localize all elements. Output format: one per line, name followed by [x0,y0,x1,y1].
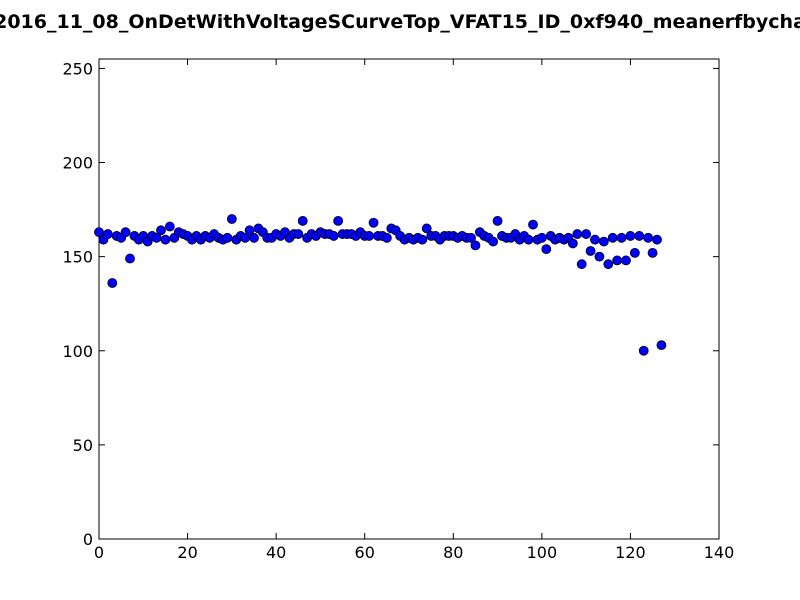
data-point [364,231,375,241]
x-tick-label: 120 [615,543,646,562]
data-point [572,229,583,239]
x-tick-label: 40 [266,543,286,562]
data-point [612,255,623,266]
data-point [492,215,503,226]
x-tick-label: 140 [704,543,735,562]
data-point [421,223,432,234]
y-axis-tick-labels: 0 50 100 150 200 250 [62,59,93,549]
data-point [293,229,304,239]
data-point [603,259,614,270]
data-point [297,215,308,226]
x-axis-tick-labels: 0 20 40 60 80 100 120 140 [94,543,734,562]
data-point [656,340,667,351]
data-point [156,225,166,236]
x-tick-label: 20 [177,543,197,562]
data-point [164,221,175,232]
x-tick-label: 100 [527,543,558,562]
axis-ticks [98,59,720,540]
data-point [417,234,428,245]
data-points [94,214,667,356]
data-point [621,255,631,266]
y-tick-label: 250 [62,59,93,78]
data-point [638,345,649,356]
data-point [381,232,392,243]
data-point [488,236,499,247]
data-point [226,214,237,224]
data-point [536,232,547,243]
data-point [333,215,344,226]
data-point [328,231,339,241]
data-point [581,229,592,239]
data-point [590,234,600,245]
data-point [647,247,658,258]
data-point [120,227,131,238]
data-point [629,247,640,258]
data-point [652,234,662,245]
data-point [368,217,379,228]
y-tick-label: 150 [62,248,93,267]
y-tick-label: 0 [83,530,93,549]
data-point [222,232,233,243]
data-point [576,259,587,270]
data-point [160,234,171,245]
data-point [523,234,534,245]
data-point [466,232,476,243]
data-point [541,244,552,255]
data-point [107,278,118,288]
data-point [607,232,618,243]
y-tick-label: 100 [62,342,93,361]
data-point [585,246,596,256]
data-point [249,232,259,243]
data-point [102,229,113,239]
data-point [567,238,578,249]
data-point [616,232,627,243]
x-tick-label: 80 [443,543,463,562]
chart-title: 2016_11_08_OnDetWithVoltageSCurveTop_VFA… [0,11,800,33]
data-point [598,236,609,247]
x-tick-label: 0 [94,543,104,562]
data-point [634,231,645,241]
y-tick-label: 50 [73,436,93,455]
x-tick-label: 60 [355,543,375,562]
data-point [528,219,538,230]
plot-area [98,58,720,540]
data-point [594,251,605,262]
data-point [643,232,654,243]
data-point [125,253,135,264]
data-point [470,240,481,251]
y-tick-label: 200 [62,154,93,173]
data-point [625,231,636,241]
